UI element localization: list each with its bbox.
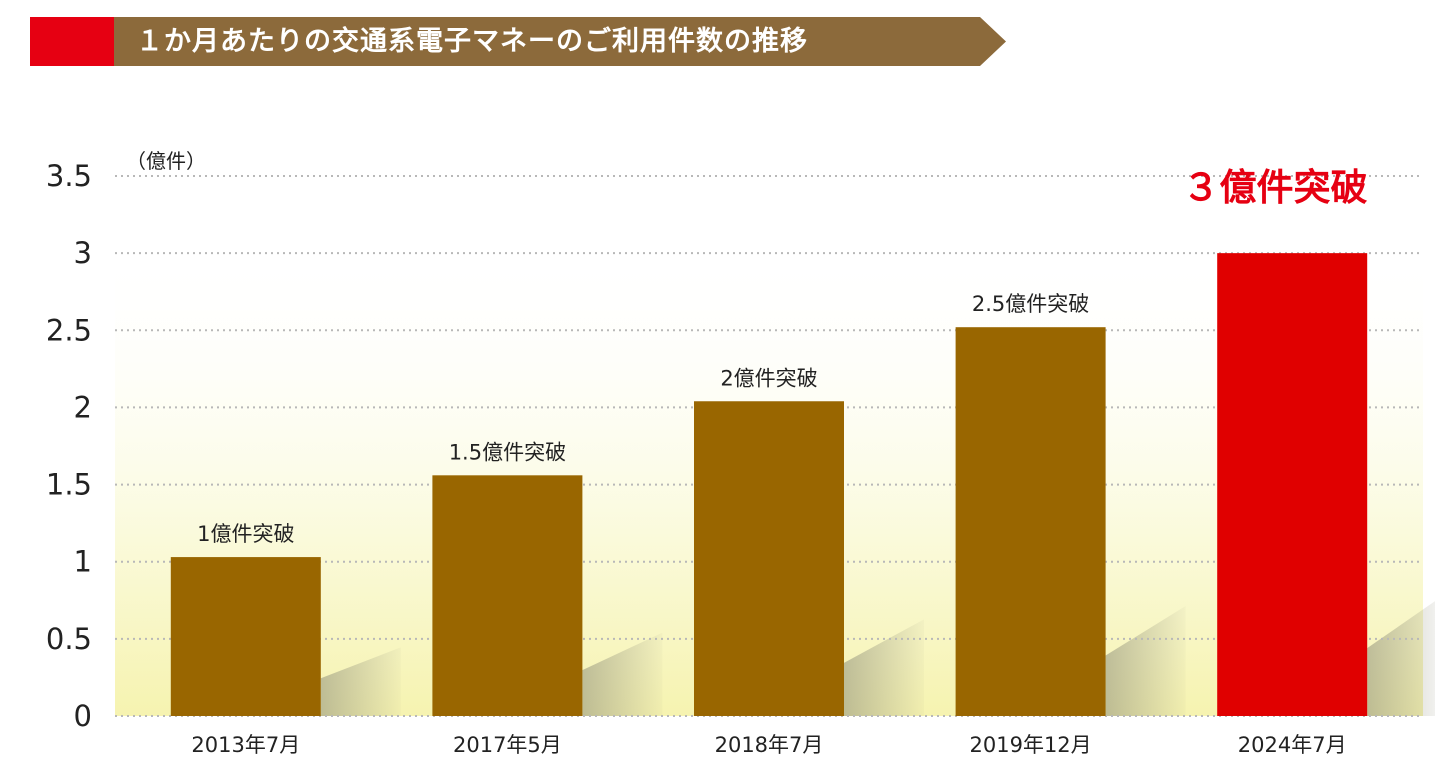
bar-data-label: 2.5億件突破: [972, 292, 1089, 316]
y-axis-ticks: 0 0.5 1 1.5 2 2.5 3 3.5: [46, 159, 92, 733]
bar-shadow: [1367, 601, 1435, 716]
x-tick-label: 2024年7月: [1238, 733, 1347, 757]
header-arrow-band: [114, 17, 1006, 66]
y-tick-label: 2: [74, 390, 92, 424]
bar-0: [170, 557, 321, 716]
bar-3: [955, 327, 1106, 716]
bar-shadow: [844, 619, 924, 716]
bar-shadow: [582, 632, 663, 716]
bar-shadow: [320, 647, 401, 716]
bar-data-label: 2億件突破: [720, 366, 817, 390]
bar-shadow: [1105, 606, 1186, 716]
y-tick-label: 1: [74, 545, 92, 579]
y-tick-label: 3.5: [46, 159, 92, 193]
chart-header: １か月あたりの交通系電子マネーのご利用件数の推移: [30, 17, 1010, 66]
x-tick-label: 2018年7月: [715, 733, 824, 757]
x-tick-label: 2017年5月: [453, 733, 562, 757]
bar-data-label: 1億件突破: [197, 522, 294, 546]
y-tick-label: 1.5: [46, 468, 92, 502]
bar-2: [694, 401, 844, 716]
bar-data-label: 1.5億件突破: [449, 440, 566, 464]
x-tick-label: 2019年12月: [970, 733, 1092, 757]
x-tick-label: 2013年7月: [191, 733, 300, 757]
y-tick-label: 3: [74, 236, 92, 270]
bar-1: [432, 475, 583, 716]
y-axis-unit-label: （億件）: [126, 149, 206, 173]
x-axis-ticks: 2013年7月 2017年5月 2018年7月 2019年12月 2024年7月: [191, 733, 1346, 757]
header-accent-block: [30, 17, 114, 66]
y-tick-label: 2.5: [46, 313, 92, 347]
chart-title: １か月あたりの交通系電子マネーのご利用件数の推移: [136, 26, 808, 57]
y-tick-label: 0.5: [46, 622, 92, 656]
bars: [170, 253, 1368, 716]
bar-4: [1217, 253, 1368, 716]
y-tick-label: 0: [74, 699, 92, 733]
bar-shadows: [320, 601, 1435, 716]
highlight-callout: ３億件突破: [1183, 166, 1368, 209]
bar-labels: 1億件突破 1.5億件突破 2億件突破 2.5億件突破: [197, 292, 1089, 546]
